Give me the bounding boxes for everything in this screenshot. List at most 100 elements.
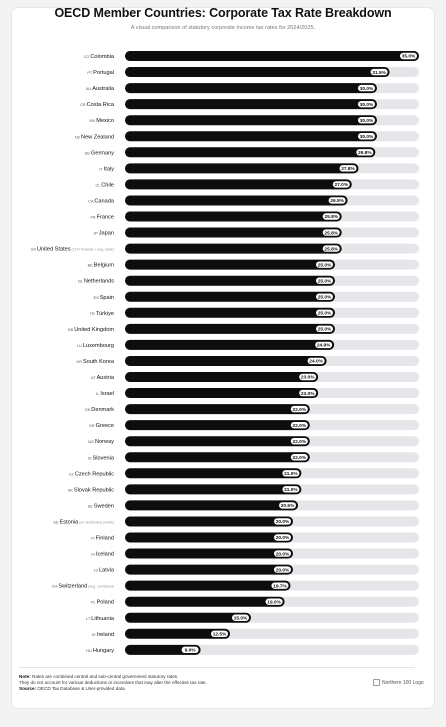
country-label: AU Australia	[86, 86, 115, 92]
country-name: Latvia	[99, 568, 115, 574]
country-code: GB	[68, 328, 75, 332]
value-pill	[322, 213, 340, 220]
country-label: LU Luxembourg	[77, 343, 114, 349]
value-label: 25.0%	[318, 327, 332, 333]
country-label: MX Mexico	[90, 118, 114, 124]
value-label: 20.0%	[276, 551, 290, 557]
country-name: Costa Rica	[87, 102, 115, 108]
country-name: Germany	[91, 150, 114, 156]
bar	[125, 436, 310, 447]
value-pill	[316, 325, 333, 333]
value-label: 21.0%	[284, 471, 298, 477]
value-label: 19.7%	[273, 583, 287, 589]
country-label: LV Latvia	[94, 568, 115, 574]
country-code: FR	[90, 216, 96, 220]
bar	[125, 179, 352, 190]
country-name: Ireland	[97, 632, 114, 638]
country-code: NO	[88, 440, 95, 444]
value-label: 23.0%	[301, 391, 315, 397]
note-label: Note:	[19, 674, 31, 679]
value-pill	[299, 373, 317, 381]
bar	[125, 628, 230, 639]
bar	[125, 452, 310, 463]
country-name: Czech Republic	[75, 471, 114, 477]
country-label: IL Israel	[96, 391, 114, 397]
country-label: NO Norway	[88, 439, 114, 445]
value-label: 26.5%	[330, 198, 344, 204]
value-pill	[358, 133, 375, 140]
country-code: CR	[80, 103, 87, 107]
country-name: United Kingdom	[74, 327, 114, 333]
value-label: 24.9%	[317, 343, 331, 349]
footer-notes: Note: Rates are combined central and sub…	[19, 674, 319, 693]
country-code: KR	[77, 360, 83, 364]
country-name: Chile	[101, 182, 114, 188]
country-code: IS	[91, 553, 96, 557]
country-name: Canada	[94, 198, 114, 204]
country-code: LU	[77, 344, 83, 348]
country-label: CR Costa Rica	[80, 102, 115, 108]
chart-title: OECD Member Countries: Corporate Tax Rat…	[54, 6, 392, 20]
country-name: France	[97, 215, 114, 221]
value-pill	[358, 84, 375, 92]
value-pill	[400, 52, 417, 60]
bar	[125, 227, 342, 238]
country-label: EE Estonia (on distributed profits)	[53, 519, 114, 525]
value-label: 21.0%	[284, 487, 298, 493]
country-label: NL Netherlands	[78, 279, 114, 285]
country-name: Finland	[96, 536, 114, 542]
country-code: PL	[91, 601, 97, 605]
country-name: Spain	[100, 295, 114, 301]
value-pill	[274, 550, 291, 557]
bar	[125, 259, 335, 270]
value-label: 30.0%	[360, 102, 374, 108]
country-name: Luxembourg	[83, 343, 114, 349]
value-label: 25.8%	[324, 246, 338, 252]
value-label: 30.0%	[360, 134, 374, 140]
value-pill	[290, 454, 308, 461]
bar	[125, 404, 310, 415]
country-note: (avg. combined)	[87, 585, 114, 589]
bar	[125, 323, 335, 334]
value-label: 22.0%	[292, 407, 306, 413]
value-label: 24.0%	[309, 359, 323, 365]
bar	[125, 147, 376, 158]
country-label: NZ New Zealand	[75, 134, 114, 140]
bar	[125, 468, 302, 479]
country-name: Italy	[104, 166, 114, 172]
value-pill	[232, 614, 249, 621]
country-name: Türkiye	[96, 311, 114, 317]
value-pill	[322, 229, 340, 236]
country-code: BE	[88, 264, 94, 268]
country-label: TR Türkiye	[90, 311, 114, 317]
bar	[125, 339, 335, 350]
bar	[125, 644, 201, 655]
country-name: Lithuania	[91, 616, 115, 622]
country-name: Switzerland	[58, 584, 87, 590]
bar	[125, 131, 377, 142]
value-pill	[358, 117, 375, 124]
bar	[125, 307, 335, 318]
country-code: ES	[94, 296, 100, 300]
country-label: LT Lithuania	[86, 616, 115, 622]
bar	[125, 67, 390, 78]
value-pill	[265, 598, 283, 605]
country-name: Norway	[95, 439, 114, 445]
country-name: New Zealand	[81, 134, 114, 140]
value-label: 30.0%	[360, 86, 374, 92]
value-label: 25.0%	[318, 294, 332, 300]
value-pill	[274, 566, 291, 573]
value-label: 31.5%	[372, 70, 386, 76]
value-pill	[358, 100, 375, 108]
value-pill	[181, 646, 199, 654]
bar	[125, 115, 377, 126]
country-code: DE	[85, 151, 91, 155]
country-label: KR South Korea	[77, 359, 115, 365]
country-name: Estonia	[60, 519, 80, 525]
value-pill	[290, 438, 308, 445]
logo-alt-text: Northern 100 Logo	[382, 679, 424, 686]
value-pill	[332, 181, 350, 188]
country-name: Slovak Republic	[74, 487, 114, 493]
note-line-1: Rates are combined central and sub-centr…	[32, 674, 179, 679]
